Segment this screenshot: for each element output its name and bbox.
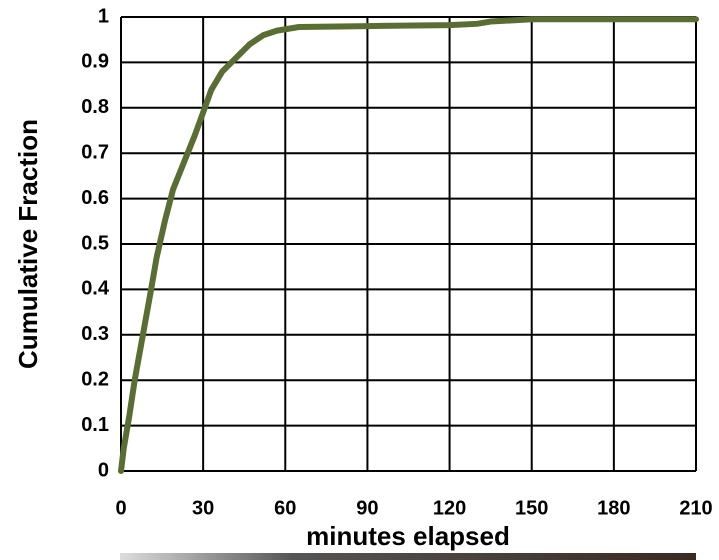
y-axis-label: Cumulative Fraction <box>13 119 43 369</box>
y-tick-label: 0.8 <box>81 96 109 118</box>
x-tick-label: 30 <box>192 497 214 519</box>
y-tick-label: 0.5 <box>81 232 109 254</box>
y-tick-label: 0.9 <box>81 51 109 73</box>
x-tick-label: 90 <box>356 497 378 519</box>
y-tick-label: 1 <box>98 5 109 27</box>
y-tick-label: 0.2 <box>81 368 109 390</box>
y-tick-label: 0.1 <box>81 414 109 436</box>
x-tick-label: 180 <box>597 497 630 519</box>
x-axis-label: minutes elapsed <box>306 521 510 551</box>
x-tick-label: 60 <box>274 497 296 519</box>
x-tick-label: 210 <box>679 497 712 519</box>
x-tick-label: 120 <box>433 497 466 519</box>
y-tick-label: 0.3 <box>81 323 109 345</box>
image-strip <box>120 553 696 560</box>
x-tick-label: 0 <box>115 497 126 519</box>
y-tick-label: 0 <box>98 459 109 481</box>
y-tick-label: 0.4 <box>81 278 110 300</box>
data-line <box>118 16 699 474</box>
y-tick-label: 0.6 <box>81 187 109 209</box>
y-tick-label: 0.7 <box>81 141 109 163</box>
x-tick-label: 150 <box>515 497 548 519</box>
